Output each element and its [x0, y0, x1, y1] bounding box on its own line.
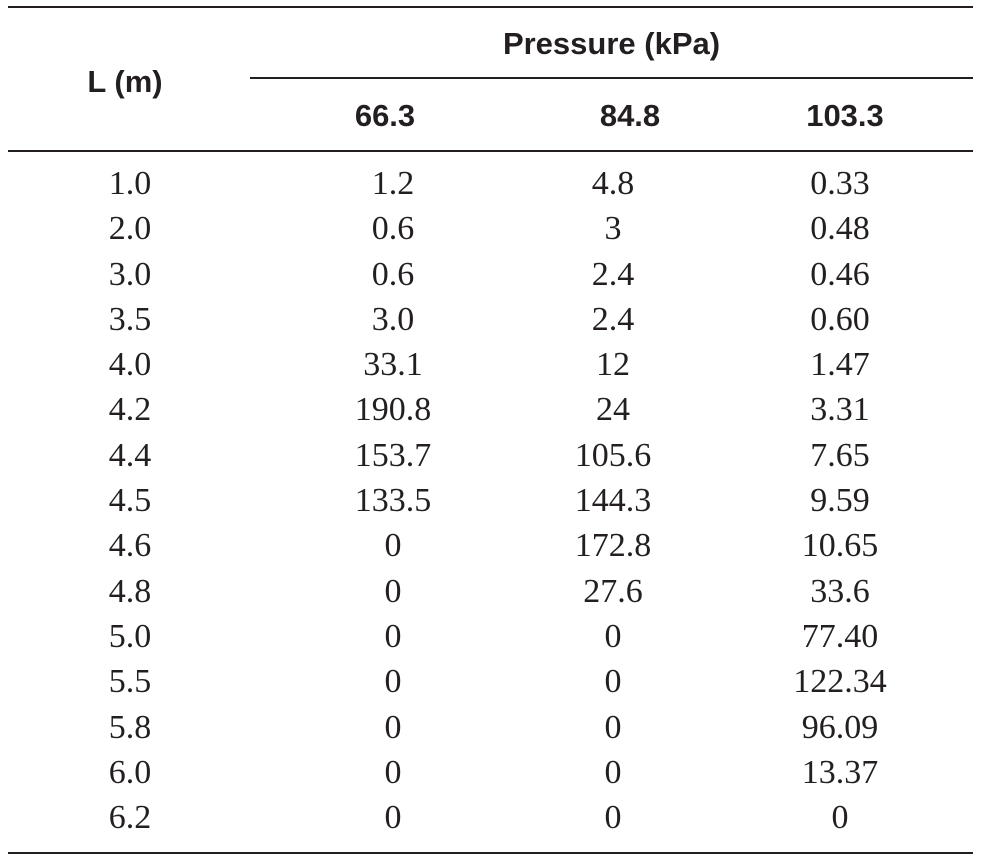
cell-pressure-value: 1.47 [810, 346, 870, 384]
cell-pressure-value: 0 [604, 753, 622, 791]
cell-pressure-value: 0 [604, 663, 622, 701]
cell-l-value: 4.6 [108, 527, 152, 565]
table-top-rule [8, 6, 973, 8]
cell-l-value: 3.5 [108, 300, 152, 338]
table-bottom-rule [8, 852, 973, 854]
table-row: 4.0 33.1 12 1.47 [0, 343, 981, 388]
cell-pressure-value: 0 [384, 708, 402, 746]
group-header-pressure: Pressure (kPa) [502, 26, 721, 61]
cell-pressure-value: 3 [604, 210, 622, 248]
cell-l-value: 4.5 [108, 482, 152, 520]
cell-pressure-value: 96.09 [801, 708, 879, 746]
table-row: 4.8 0 27.6 33.6 [0, 570, 981, 615]
cell-pressure-value: 0.33 [810, 165, 870, 202]
cell-pressure-value: 0.6 [371, 210, 415, 248]
cell-l-value: 4.0 [108, 346, 152, 384]
table-row: 4.2 190.8 24 3.31 [0, 388, 981, 433]
cell-pressure-value: 105.6 [574, 436, 652, 474]
cell-pressure-value: 77.40 [801, 617, 879, 655]
cell-pressure-value: 153.7 [354, 436, 432, 474]
cell-pressure-value: 0 [831, 799, 849, 837]
table-body: 1.0 1.2 4.8 0.33 2.0 0.6 3 0.48 3.0 0.6 2.4 0.46 3.5… [0, 162, 981, 841]
cell-l-value: 6.2 [108, 799, 152, 837]
cell-pressure-value: 3.0 [371, 300, 415, 338]
column-header-84-8: 84.8 [599, 98, 661, 133]
cell-pressure-value: 0.46 [810, 255, 870, 293]
table-row: 4.5 133.5 144.3 9.59 [0, 479, 981, 524]
cell-pressure-value: 33.6 [810, 572, 870, 610]
cell-pressure-value: 0.60 [810, 300, 870, 338]
cell-pressure-value: 0.48 [810, 210, 870, 248]
cell-pressure-value: 12 [596, 346, 630, 384]
column-header-103-3: 103.3 [806, 98, 884, 133]
cell-l-value: 5.5 [108, 663, 152, 701]
table-row: 5.5 0 0 122.34 [0, 660, 981, 705]
cell-pressure-value: 190.8 [354, 391, 432, 429]
cell-pressure-value: 0 [604, 617, 622, 655]
cell-pressure-value: 27.6 [583, 572, 643, 610]
cell-l-value: 2.0 [108, 210, 152, 248]
cell-pressure-value: 133.5 [354, 482, 432, 520]
cell-pressure-value: 0.6 [371, 255, 415, 293]
cell-pressure-value: 0 [384, 527, 402, 565]
cell-l-value: 4.8 [108, 572, 152, 610]
group-header-rule [250, 77, 973, 79]
cell-l-value: 6.0 [108, 753, 152, 791]
cell-pressure-value: 4.8 [591, 165, 635, 202]
cell-pressure-value: 0 [604, 799, 622, 837]
table-row: 5.0 0 0 77.40 [0, 615, 981, 660]
cell-pressure-value: 7.65 [810, 436, 870, 474]
table-row: 1.0 1.2 4.8 0.33 [0, 162, 981, 207]
table-row: 6.0 0 0 13.37 [0, 751, 981, 796]
table-row: 3.5 3.0 2.4 0.60 [0, 298, 981, 343]
cell-pressure-value: 0 [384, 799, 402, 837]
table-row: 5.8 0 0 96.09 [0, 706, 981, 751]
table-row: 4.4 153.7 105.6 7.65 [0, 434, 981, 479]
cell-pressure-value: 24 [596, 391, 630, 429]
cell-pressure-value: 2.4 [591, 300, 635, 338]
cell-l-value: 5.0 [108, 617, 152, 655]
row-header-l: L (m) [87, 64, 163, 99]
cell-pressure-value: 0 [384, 572, 402, 610]
cell-l-value: 1.0 [108, 165, 152, 202]
table-row: 4.6 0 172.8 10.65 [0, 524, 981, 569]
cell-pressure-value: 0 [384, 617, 402, 655]
cell-pressure-value: 0 [604, 708, 622, 746]
cell-pressure-value: 144.3 [574, 482, 652, 520]
cell-pressure-value: 0 [384, 663, 402, 701]
cell-l-value: 3.0 [108, 255, 152, 293]
cell-pressure-value: 3.31 [810, 391, 870, 429]
cell-pressure-value: 13.37 [801, 753, 879, 791]
table-row: 2.0 0.6 3 0.48 [0, 207, 981, 252]
cell-l-value: 4.4 [108, 436, 152, 474]
cell-pressure-value: 122.34 [793, 663, 887, 701]
cell-pressure-value: 172.8 [574, 527, 652, 565]
column-header-66-3: 66.3 [354, 98, 416, 133]
cell-pressure-value: 9.59 [810, 482, 870, 520]
cell-pressure-value: 0 [384, 753, 402, 791]
header-bottom-rule [8, 150, 973, 152]
cell-l-value: 5.8 [108, 708, 152, 746]
table-row: 3.0 0.6 2.4 0.46 [0, 253, 981, 298]
table-row: 6.2 0 0 0 [0, 796, 981, 841]
cell-pressure-value: 33.1 [363, 346, 423, 384]
cell-pressure-value: 10.65 [801, 527, 879, 565]
cell-pressure-value: 1.2 [371, 165, 415, 202]
cell-pressure-value: 2.4 [591, 255, 635, 293]
cell-l-value: 4.2 [108, 391, 152, 429]
